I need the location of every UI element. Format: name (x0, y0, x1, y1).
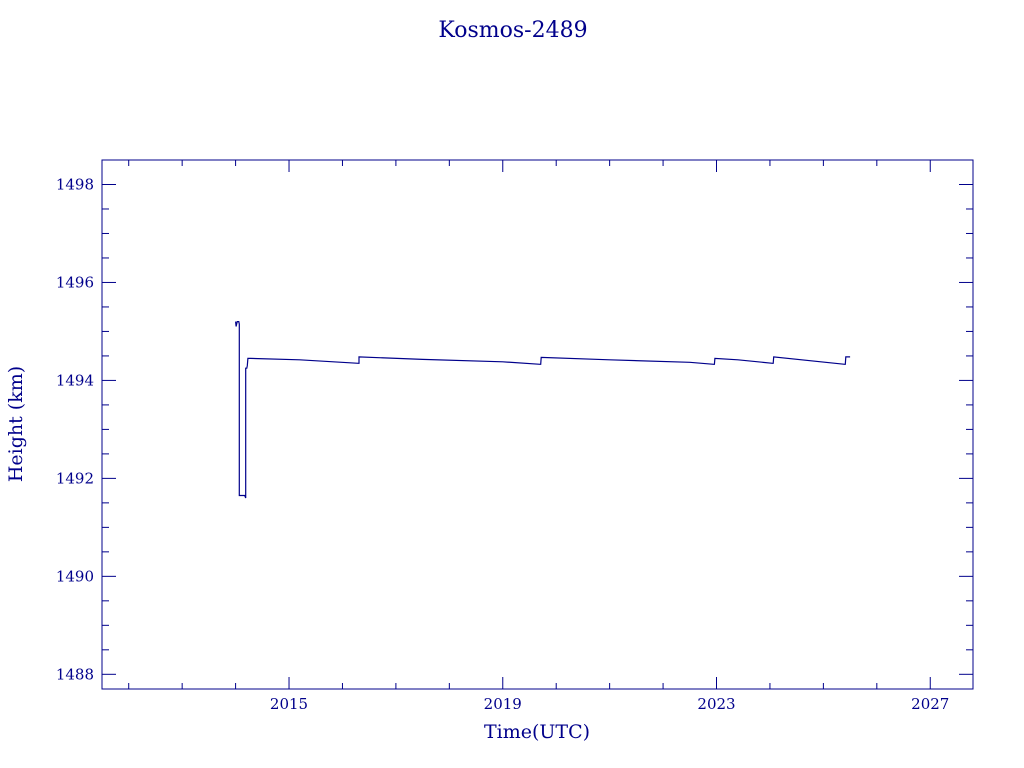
height-series-line (235, 321, 851, 499)
y-tick-label: 1494 (56, 371, 94, 389)
y-axis-label: Height (km) (5, 366, 27, 482)
plot-frame (101, 159, 974, 690)
x-tick-label: 2027 (911, 695, 949, 713)
y-tick-label: 1490 (56, 567, 94, 585)
chart-title: Kosmos-2489 (438, 18, 587, 43)
x-tick-label: 2019 (484, 695, 522, 713)
y-axis-ticks (102, 159, 973, 675)
y-tick-label: 1492 (56, 469, 94, 487)
x-axis-tick-labels: 2015 2019 2023 2027 (270, 695, 949, 713)
x-tick-label: 2023 (697, 695, 735, 713)
x-axis-ticks (128, 160, 931, 689)
y-tick-label: 1488 (56, 665, 94, 683)
x-axis-label: Time(UTC) (484, 721, 590, 743)
y-tick-label: 1498 (56, 175, 94, 193)
y-axis-tick-labels: 1488 1490 1492 1494 1496 1498 (56, 175, 94, 683)
x-tick-label: 2015 (270, 695, 308, 713)
y-tick-label: 1496 (56, 273, 94, 291)
